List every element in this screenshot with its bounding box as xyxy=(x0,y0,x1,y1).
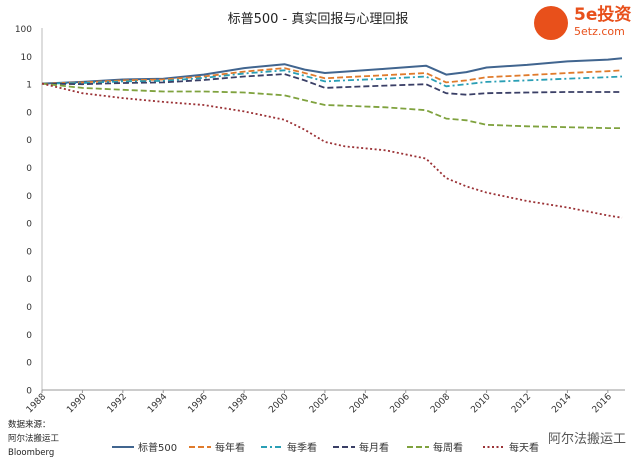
source-name: 阿尔法搬运工 xyxy=(8,434,60,444)
series-line-4 xyxy=(41,73,622,96)
series-line-3 xyxy=(41,69,623,88)
brand-logo: 5e投资 5etz.com xyxy=(534,4,634,44)
y-tick-label: 0 xyxy=(26,220,32,230)
chart-title: 标普500 - 真实回报与心理回报 xyxy=(228,12,409,27)
legend-label: 每年看 xyxy=(215,441,245,454)
y-tick-label: 0 xyxy=(26,192,32,202)
source-provider: Bloomberg xyxy=(8,448,55,458)
x-tick-label: 2016 xyxy=(591,392,614,415)
x-tick-label: 2012 xyxy=(510,392,533,415)
x-tick-label: 1990 xyxy=(65,392,88,415)
y-tick-label: 0 xyxy=(26,359,32,369)
legend-label: 每周看 xyxy=(433,441,463,454)
series-line-1 xyxy=(41,57,623,85)
x-tick-labels: 1988 1990 1992 1994 1996 1998 2000 2002 2004 2006… xyxy=(25,390,614,415)
x-tick-label: 2006 xyxy=(389,392,412,415)
y-tick-label: 0 xyxy=(26,386,32,396)
series-line-2 xyxy=(41,67,623,85)
y-tick-label: 0 xyxy=(26,331,32,341)
watermark: 阿尔法搬运工 xyxy=(547,432,626,447)
logo-icon xyxy=(534,6,568,40)
y-tick-label: 0 xyxy=(26,108,32,118)
x-tick-label: 2008 xyxy=(429,392,452,415)
y-tick-label: 0 xyxy=(26,275,32,285)
legend-label: 每天看 xyxy=(509,441,539,454)
legend-label: 每月看 xyxy=(359,441,389,454)
source-label: 数据来源： xyxy=(8,420,51,430)
x-tick-label: 1994 xyxy=(146,392,169,415)
x-tick-label: 2014 xyxy=(550,392,573,415)
x-tick-label: 1998 xyxy=(227,392,250,415)
x-tick-label: 2010 xyxy=(469,392,492,415)
legend-label: 每季看 xyxy=(287,441,317,454)
logo-brand: 5e投资 xyxy=(574,5,632,25)
series-layer xyxy=(41,57,623,219)
x-tick-label: 2000 xyxy=(267,392,290,415)
series-line-6 xyxy=(41,82,623,219)
y-tick-label: 0 xyxy=(26,164,32,174)
x-tick-label: 1996 xyxy=(187,392,210,415)
x-tick-label: 2004 xyxy=(348,392,371,415)
y-tick-label: 10 xyxy=(21,53,33,63)
y-tick-label: 1 xyxy=(26,81,32,91)
y-tick-label: 0 xyxy=(26,247,32,257)
data-source: 数据来源： 阿尔法搬运工 Bloomberg xyxy=(8,418,59,460)
logo-site: 5etz.com xyxy=(574,25,625,38)
y-tick-label: 100 xyxy=(15,25,32,35)
x-tick-label: 2002 xyxy=(308,392,331,415)
y-tick-label: 0 xyxy=(26,136,32,146)
series-line-5 xyxy=(41,82,622,129)
y-tick-label: 0 xyxy=(26,303,32,313)
legend-label: 标普500 xyxy=(138,441,177,454)
legend: 标普500 每年看 每季看 每月看 每周看 每天看 xyxy=(112,441,539,454)
x-tick-label: 1992 xyxy=(106,392,129,415)
